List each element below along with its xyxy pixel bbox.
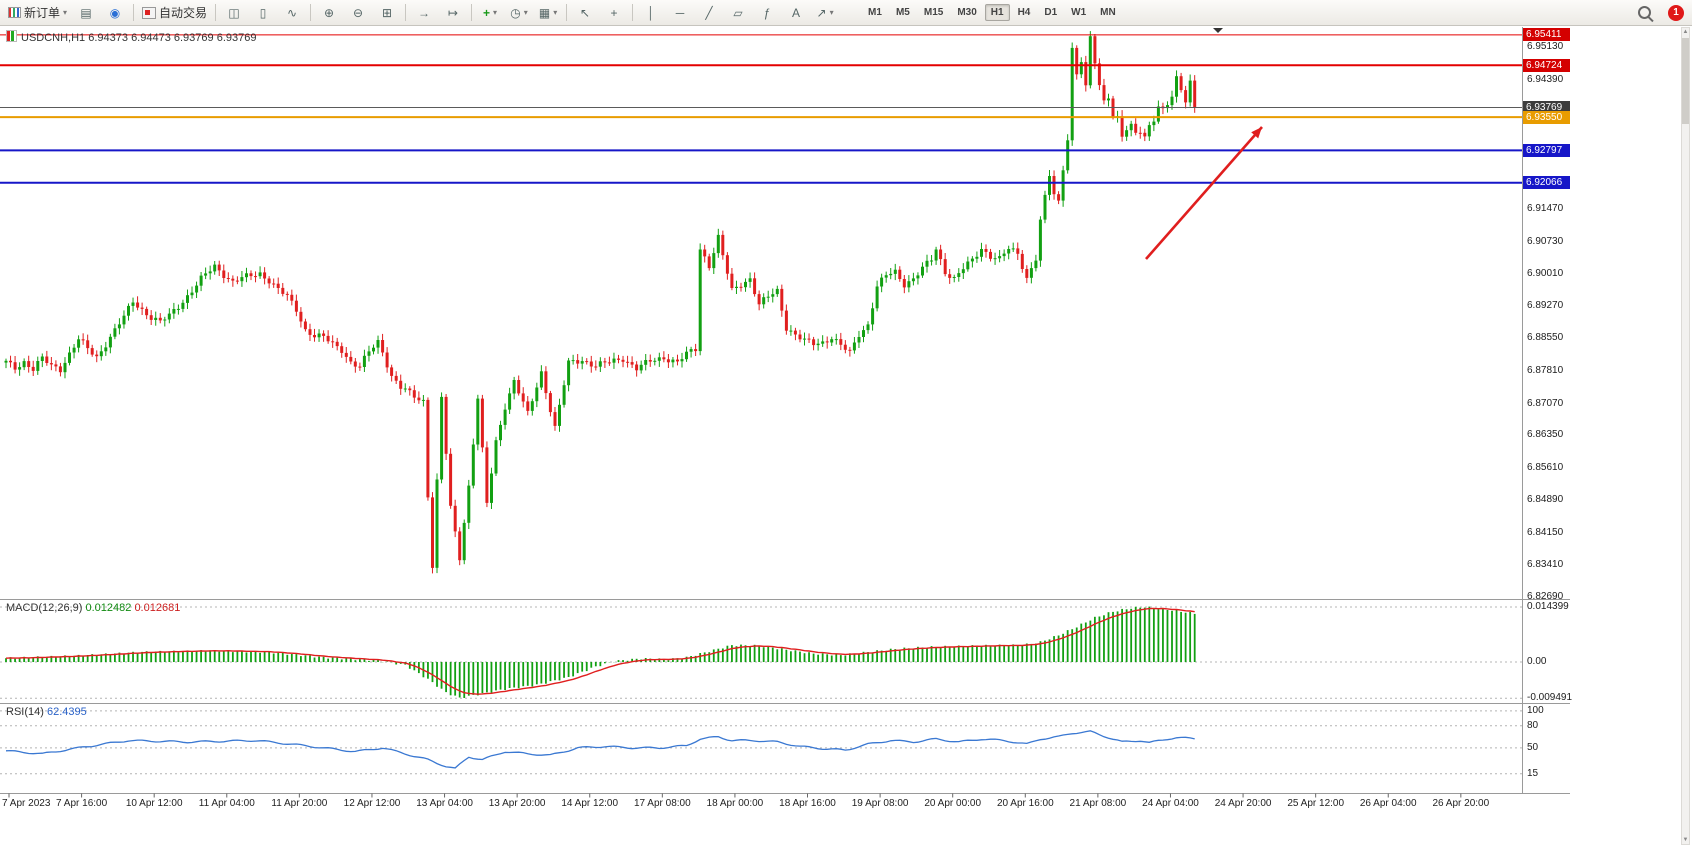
text-tool-icon: A [792,5,801,20]
time-ticks [8,793,1462,798]
autotrading-icon [142,6,157,19]
timeframe-buttons: M1 M5 M15 M30 H1 H4 D1 W1 MN [862,4,1122,21]
panel-separators [0,27,1570,794]
trendline-icon: ╱ [705,5,713,20]
level-lines[interactable] [0,34,1522,184]
timeframe-M30[interactable]: M30 [957,7,977,18]
fibonacci-icon: ƒ [763,5,771,20]
cursor-button[interactable]: ↖ [571,1,599,25]
chevron-down-icon: ▾ [493,8,498,17]
auto-scroll-icon: → [418,5,431,20]
scroll-down-icon[interactable]: ▼ [1682,837,1689,843]
toolbar-separator [566,4,568,21]
crosshair-icon: + [610,5,618,20]
vertical-line-button[interactable]: │ [637,1,665,25]
notifications-badge[interactable]: 1 [1668,4,1684,21]
horizontal-line-button[interactable]: ─ [666,1,694,25]
zoom-in-icon: ⊕ [324,5,335,20]
line-chart-icon: ∿ [287,5,298,20]
chevron-down-icon: ▾ [829,8,834,17]
timeframe-D1[interactable]: D1 [1044,7,1058,18]
cursor-icon: ↖ [580,5,591,20]
mql5-community-button[interactable]: ◉ [101,1,129,25]
arrows-tool-button[interactable]: ↗ ▾ [811,1,839,25]
timeframe-M1[interactable]: M1 [868,7,882,18]
chevron-down-icon: ▾ [523,8,528,17]
text-tool-button[interactable]: A [782,1,810,25]
toolbar-right-group: 1 [1630,1,1684,25]
search-icon [1637,6,1651,19]
toolbar-separator [310,4,312,21]
line-chart-button[interactable]: ∿ [278,1,306,25]
new-order-button[interactable]: 新订单 ▾ [4,1,71,25]
indicator-scale-lines [0,606,1522,775]
indicators-button[interactable]: + ▾ [476,1,504,25]
indicators-icon: + [483,5,491,20]
periods-icon: ◷ [510,5,521,20]
toolbar-separator [133,4,135,21]
scroll-up-icon[interactable]: ▲ [1682,29,1689,35]
bar-chart-icon: ◫ [228,5,240,20]
candlestick-chart-icon: ▯ [259,5,267,20]
market-depth-icon: ▤ [80,5,92,20]
autotrading-label: 自动交易 [159,6,208,20]
toolbar-separator [215,4,217,21]
timeframe-H4[interactable]: H4 [1017,7,1031,18]
macd-signal-line [5,607,1195,695]
scrollbar-thumb[interactable] [1682,38,1689,124]
zoom-out-button[interactable]: ⊖ [344,1,372,25]
timeframe-M15[interactable]: M15 [923,7,944,18]
timeframe-H1[interactable]: H1 [984,4,1010,21]
timeframe-M5[interactable]: M5 [895,7,910,18]
templates-button[interactable]: ▦ ▾ [534,1,562,25]
auto-scroll-button[interactable]: → [410,1,438,25]
chevron-down-icon: ▾ [63,8,68,17]
channel-icon: ▱ [733,5,743,20]
annotation-arrow[interactable] [1145,126,1263,260]
new-order-icon [8,7,21,18]
vertical-scrollbar[interactable]: ▲ ▼ [1681,27,1690,845]
zoom-in-button[interactable]: ⊕ [315,1,343,25]
vertical-line-icon: │ [647,5,655,20]
tile-windows-button[interactable]: ⊞ [373,1,401,25]
templates-icon: ▦ [538,5,551,20]
toolbar-separator [471,4,473,21]
new-order-label: 新订单 [24,6,61,20]
macd-histogram [5,606,1196,698]
chevron-down-icon: ▾ [553,8,558,17]
crosshair-button[interactable]: + [600,1,628,25]
arrows-tool-icon: ↗ [816,5,827,20]
candlestick-chart-button[interactable]: ▯ [249,1,277,25]
tile-windows-icon: ⊞ [382,5,393,20]
rsi-line [5,730,1195,769]
toolbar: 新订单 ▾ ▤ ◉ 自动交易 ◫ ▯ ∿ ⊕ ⊖ ⊞ → ↦ + ▾ ◷ ▾ [0,0,1692,26]
chart-shift-marker[interactable] [1213,28,1223,33]
periods-button[interactable]: ◷ ▾ [505,1,533,25]
zoom-out-icon: ⊖ [353,5,364,20]
bar-chart-button[interactable]: ◫ [220,1,248,25]
chart-shift-button[interactable]: ↦ [439,1,467,25]
market-depth-button[interactable]: ▤ [72,1,100,25]
trendline-button[interactable]: ╱ [695,1,723,25]
toolbar-separator [632,4,634,21]
timeframe-MN[interactable]: MN [1100,7,1116,18]
toolbar-separator [405,4,407,21]
search-button[interactable] [1630,1,1658,25]
horizontal-line-icon: ─ [675,5,685,20]
chart-shift-icon: ↦ [448,5,459,20]
mql5-community-icon: ◉ [109,5,121,20]
fibonacci-button[interactable]: ƒ [753,1,781,25]
timeframe-W1[interactable]: W1 [1071,7,1087,18]
autotrading-button[interactable]: 自动交易 [138,1,211,25]
channel-button[interactable]: ▱ [724,1,752,25]
candles [4,31,1197,574]
